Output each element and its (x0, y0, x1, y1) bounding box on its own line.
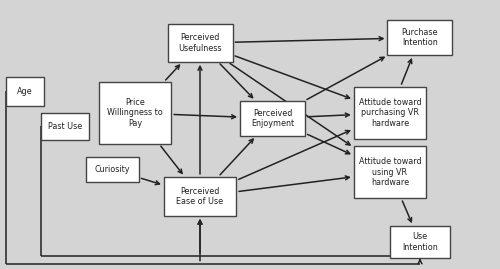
Text: Attitude toward
purchasing VR
hardware: Attitude toward purchasing VR hardware (358, 98, 422, 128)
Bar (168, 24, 232, 62)
Bar (86, 157, 139, 182)
Text: Price
Willingness to
Pay: Price Willingness to Pay (107, 98, 163, 128)
Bar (388, 20, 452, 55)
Text: Age: Age (17, 87, 33, 96)
Text: Perceived
Usefulness: Perceived Usefulness (178, 33, 222, 53)
Bar (164, 177, 236, 216)
Bar (99, 82, 171, 144)
Text: Purchase
Intention: Purchase Intention (402, 28, 438, 47)
Text: Use
Intention: Use Intention (402, 232, 438, 252)
Text: Curiosity: Curiosity (95, 165, 130, 174)
Bar (354, 87, 426, 139)
Text: Past Use: Past Use (48, 122, 82, 131)
Text: Perceived
Ease of Use: Perceived Ease of Use (176, 187, 224, 206)
Text: Perceived
Enjoyment: Perceived Enjoyment (251, 109, 294, 128)
Bar (6, 77, 44, 106)
Text: Attitude toward
using VR
hardware: Attitude toward using VR hardware (358, 157, 422, 187)
Bar (41, 113, 89, 140)
Bar (390, 226, 450, 258)
Bar (240, 101, 305, 136)
Bar (354, 146, 426, 199)
